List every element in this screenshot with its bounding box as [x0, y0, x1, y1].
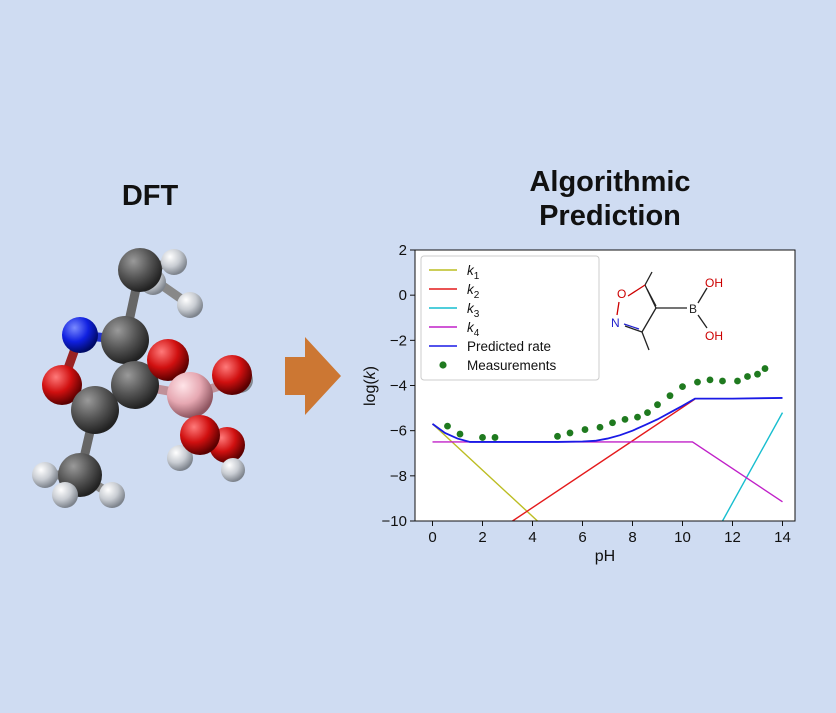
measurement-point — [706, 376, 714, 384]
axis-ticks: 0 2 4 6 8 10 12 14 2 0 −2 −4 −6 −8 −10 — [382, 242, 791, 546]
x-tick-label: 10 — [674, 529, 691, 546]
measurement-points — [444, 365, 769, 441]
measurement-point — [719, 377, 726, 385]
series-layer — [431, 397, 784, 521]
bond-c3-n — [624, 325, 643, 333]
bond-n-c3-double — [623, 323, 640, 330]
series-line-k1 — [432, 423, 538, 521]
legend-label: Measurements — [467, 358, 557, 373]
measurement-point — [621, 415, 629, 423]
bond-b-oh-top — [697, 287, 708, 304]
series-line-k2 — [512, 398, 696, 521]
measurement-point — [456, 430, 464, 438]
bond-b-oh-bottom — [697, 314, 708, 329]
legend-label: k1 — [467, 263, 480, 282]
inset-structure: O N B OH OH — [611, 271, 723, 351]
y-axis-label: log(k) — [362, 366, 379, 406]
measurement-point — [634, 413, 641, 421]
right-arrow-icon — [285, 337, 341, 415]
group-oh-top: OH — [705, 276, 723, 290]
measurement-point — [694, 378, 701, 386]
y-tick-label: 2 — [399, 242, 407, 259]
prediction-title-line1: Algorithmic — [529, 166, 691, 198]
measurement-point — [744, 373, 751, 380]
measurement-point — [644, 409, 651, 416]
atom-o: O — [617, 287, 626, 301]
measurement-point — [566, 429, 574, 437]
x-tick-label: 6 — [578, 529, 586, 546]
legend-box — [420, 255, 600, 381]
legend-swatch — [439, 361, 447, 369]
y-tick-label: −2 — [390, 332, 407, 349]
legend-label: k3 — [467, 301, 480, 320]
measurement-point — [554, 432, 561, 440]
measurement-point — [754, 370, 761, 378]
series-line-predicted-rate — [431, 397, 783, 443]
x-tick-label: 0 — [428, 529, 436, 546]
measurement-point — [581, 426, 589, 433]
measurement-point — [654, 401, 661, 409]
bond-c4-c3 — [641, 307, 657, 333]
measurement-point — [596, 423, 604, 431]
measurement-point — [444, 422, 451, 430]
y-tick-label: −8 — [390, 468, 407, 485]
y-tick-label: −10 — [382, 513, 407, 530]
legend-label: k2 — [467, 282, 480, 301]
bond-o-n — [616, 301, 620, 316]
measurement-point — [734, 377, 741, 385]
measurement-point — [609, 419, 616, 427]
dft-molecule-image — [32, 248, 253, 508]
bond-o-c5 — [627, 284, 646, 297]
measurement-point — [491, 434, 499, 441]
prediction-title-line2: Prediction — [539, 200, 681, 232]
bond-c5-c4-double — [646, 288, 657, 307]
dft-title: DFT — [121, 180, 179, 212]
legend-label: k4 — [467, 320, 480, 339]
x-tick-label: 12 — [724, 529, 741, 546]
y-tick-label: −6 — [390, 423, 407, 440]
y-tick-label: −4 — [390, 378, 407, 395]
x-tick-label: 8 — [628, 529, 636, 546]
legend-label: Predicted rate — [467, 339, 551, 354]
measurement-point — [479, 434, 486, 441]
prediction-title: Algorithmic Prediction — [470, 165, 750, 233]
measurement-point — [761, 365, 769, 372]
series-line-k3 — [721, 412, 784, 521]
x-tick-label: 4 — [528, 529, 536, 546]
measurement-point — [666, 392, 674, 400]
measurement-point — [679, 383, 686, 391]
bond-ch3-top — [644, 271, 653, 286]
atom-b: B — [689, 302, 697, 316]
y-tick-label: 0 — [399, 287, 407, 304]
bond-ch3-bottom — [641, 331, 650, 351]
atom-n: N — [611, 316, 620, 330]
x-tick-label: 2 — [478, 529, 486, 546]
x-axis-label: pH — [595, 548, 615, 565]
x-tick-label: 14 — [774, 529, 791, 546]
group-oh-bottom: OH — [705, 329, 723, 343]
